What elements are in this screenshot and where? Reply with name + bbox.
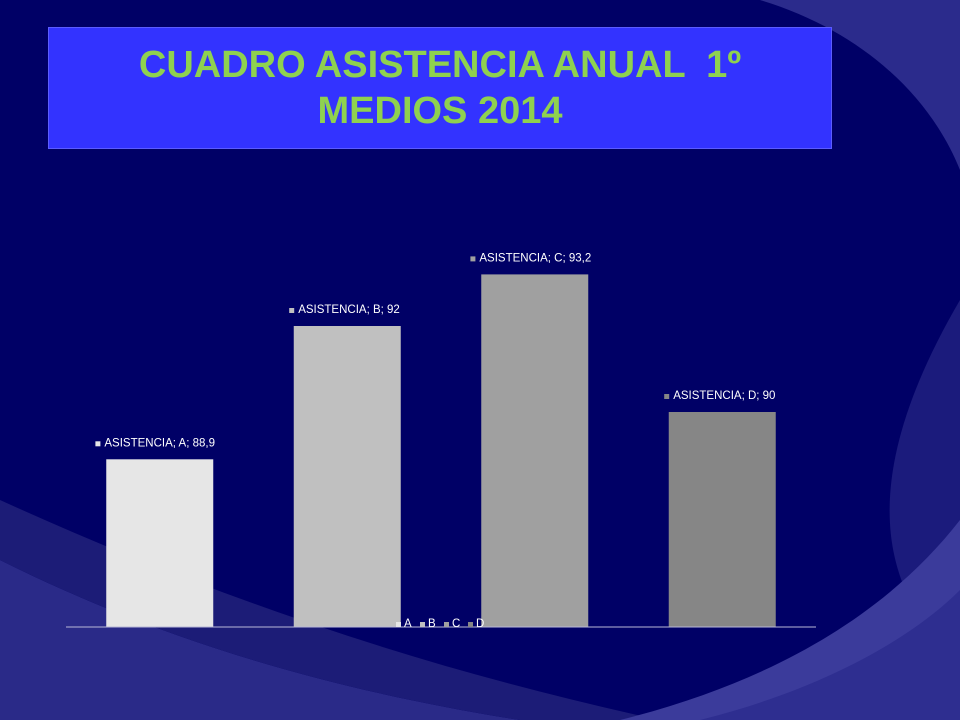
data-label-marker-a (95, 441, 101, 447)
bar-b (293, 326, 401, 627)
bar-a (106, 459, 214, 627)
bar-c (481, 274, 589, 627)
data-label-marker-c (470, 256, 476, 262)
data-label-a: ASISTENCIA; A; 88,9 (104, 437, 215, 449)
bar-d (668, 412, 776, 627)
legend-marker-b (420, 622, 425, 627)
legend-marker-c (444, 622, 449, 627)
slide-title-line-1: CUADRO ASISTENCIA ANUAL 1º (138, 44, 742, 86)
legend-label-b: B (428, 618, 436, 630)
legend-label-d: D (476, 618, 484, 630)
legend-marker-a (396, 622, 401, 627)
data-label-d: ASISTENCIA; D; 90 (673, 390, 775, 402)
slide-title: CUADRO ASISTENCIA ANUAL 1º MEDIOS 2014 (48, 27, 832, 149)
legend-label-a: A (404, 618, 412, 630)
slide-title-line-2: MEDIOS 2014 (317, 90, 563, 132)
legend-label-c: C (452, 618, 460, 630)
data-label-marker-d (664, 394, 670, 399)
legend-marker-d (468, 622, 473, 627)
data-label-c: ASISTENCIA; C; 93,2 (479, 252, 591, 264)
data-label-marker-b (289, 308, 295, 313)
data-label-b: ASISTENCIA; B; 92 (298, 304, 400, 316)
